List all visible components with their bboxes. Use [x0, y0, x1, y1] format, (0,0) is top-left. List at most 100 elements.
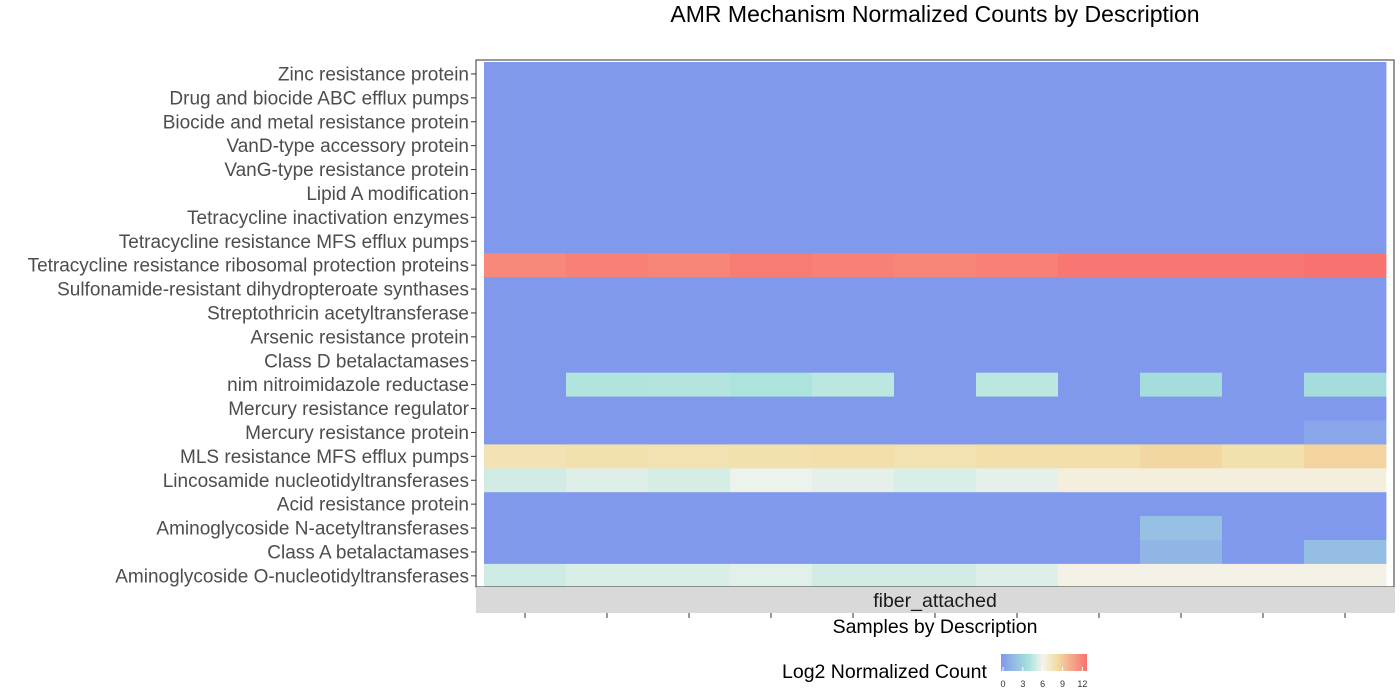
- heatmap-cell: [1222, 324, 1305, 350]
- heatmap-cell: [484, 420, 567, 445]
- heatmap-cell: [730, 157, 813, 182]
- heatmap-cell: [484, 109, 567, 135]
- y-tick-label: MLS resistance MFS efflux pumps: [180, 447, 469, 468]
- heatmap-cell: [648, 468, 731, 493]
- heatmap-cell: [976, 540, 1059, 565]
- heatmap-cell: [484, 277, 567, 302]
- heatmap-cell: [648, 324, 731, 350]
- heatmap-cell: [648, 301, 731, 326]
- heatmap-cell: [730, 372, 813, 397]
- heatmap-cell: [976, 372, 1059, 397]
- heatmap-cell: [1304, 62, 1387, 87]
- heatmap-cell: [976, 133, 1059, 158]
- heatmap-cell: [1304, 253, 1387, 278]
- heatmap-cell: [894, 157, 977, 182]
- heatmap-cell: [812, 516, 895, 541]
- heatmap-cell: [484, 468, 567, 493]
- heatmap-cell: [976, 468, 1059, 493]
- heatmap-cell: [730, 205, 813, 230]
- heatmap-cell: [566, 444, 649, 469]
- legend-tick-label: 0: [1000, 679, 1005, 689]
- heatmap-cell: [1222, 62, 1305, 87]
- heatmap-cell: [1058, 205, 1141, 230]
- heatmap-cell: [894, 516, 977, 541]
- heatmap-cell: [648, 181, 731, 206]
- heatmap-cell: [1058, 62, 1141, 87]
- y-tick-label: Tetracycline resistance ribosomal protec…: [28, 256, 469, 277]
- y-tick-label: VanD-type accessory protein: [226, 136, 469, 157]
- heatmap-cell: [1058, 301, 1141, 326]
- heatmap-cell: [1058, 324, 1141, 350]
- heatmap-cell: [730, 181, 813, 206]
- heatmap-cell: [730, 85, 813, 111]
- heatmap-cell: [812, 444, 895, 469]
- heatmap-cell: [1058, 85, 1141, 111]
- heatmap-cell: [1222, 301, 1305, 326]
- heatmap-cell: [1222, 468, 1305, 493]
- heatmap-cell: [1222, 205, 1305, 230]
- heatmap-cell: [1304, 109, 1387, 135]
- heatmap-cell: [1304, 229, 1387, 254]
- heatmap-cell: [1140, 492, 1223, 517]
- heatmap-cell: [1058, 253, 1141, 278]
- heatmap-cell: [730, 229, 813, 254]
- heatmap-cell: [730, 444, 813, 469]
- heatmap-cell: [976, 253, 1059, 278]
- heatmap-cell: [976, 492, 1059, 517]
- heatmap-cell: [648, 540, 731, 565]
- heatmap-cell: [1140, 468, 1223, 493]
- heatmap-cell: [894, 85, 977, 111]
- heatmap-cell: [976, 563, 1059, 589]
- heatmap-cell: [648, 133, 731, 158]
- heatmap-cell: [1140, 563, 1223, 589]
- heatmap-cells: [484, 62, 1387, 589]
- heatmap-cell: [894, 324, 977, 350]
- heatmap-cell: [976, 516, 1059, 541]
- heatmap-cell: [1058, 468, 1141, 493]
- heatmap-cell: [1304, 396, 1387, 421]
- heatmap-cell: [566, 277, 649, 302]
- heatmap-cell: [894, 540, 977, 565]
- heatmap-cell: [1222, 372, 1305, 397]
- heatmap-cell: [1304, 181, 1387, 206]
- heatmap-cell: [566, 563, 649, 589]
- heatmap-cell: [894, 348, 977, 374]
- heatmap-cell: [1058, 492, 1141, 517]
- heatmap-cell: [1304, 85, 1387, 111]
- heatmap-cell: [1222, 253, 1305, 278]
- heatmap-cell: [894, 181, 977, 206]
- heatmap-cell: [1140, 85, 1223, 111]
- heatmap-cell: [484, 85, 567, 111]
- heatmap-cell: [976, 301, 1059, 326]
- y-tick-label: Zinc resistance protein: [278, 64, 469, 85]
- heatmap-cell: [976, 109, 1059, 135]
- heatmap-cell: [730, 133, 813, 158]
- heatmap-cell: [1058, 540, 1141, 565]
- heatmap-cell: [1140, 205, 1223, 230]
- facet-strip-label: fiber_attached: [873, 590, 997, 612]
- heatmap-cell: [1058, 181, 1141, 206]
- heatmap-cell: [976, 62, 1059, 87]
- heatmap-cell: [484, 348, 567, 374]
- heatmap-cell: [566, 420, 649, 445]
- heatmap-cell: [1222, 348, 1305, 374]
- heatmap-cell: [812, 540, 895, 565]
- heatmap-cell: [566, 372, 649, 397]
- heatmap-cell: [730, 563, 813, 589]
- heatmap-cell: [566, 468, 649, 493]
- heatmap-cell: [730, 109, 813, 135]
- heatmap-cell: [1140, 420, 1223, 445]
- heatmap-cell: [1140, 181, 1223, 206]
- heatmap-cell: [1140, 277, 1223, 302]
- heatmap-cell: [648, 444, 731, 469]
- heatmap-cell: [812, 468, 895, 493]
- heatmap-cell: [894, 420, 977, 445]
- y-tick-label: Lincosamide nucleotidyltransferases: [163, 471, 469, 492]
- heatmap-cell: [894, 205, 977, 230]
- heatmap-cell: [730, 540, 813, 565]
- heatmap-cell: [730, 468, 813, 493]
- heatmap-cell: [894, 444, 977, 469]
- heatmap-cell: [648, 492, 731, 517]
- heatmap-cell: [1222, 516, 1305, 541]
